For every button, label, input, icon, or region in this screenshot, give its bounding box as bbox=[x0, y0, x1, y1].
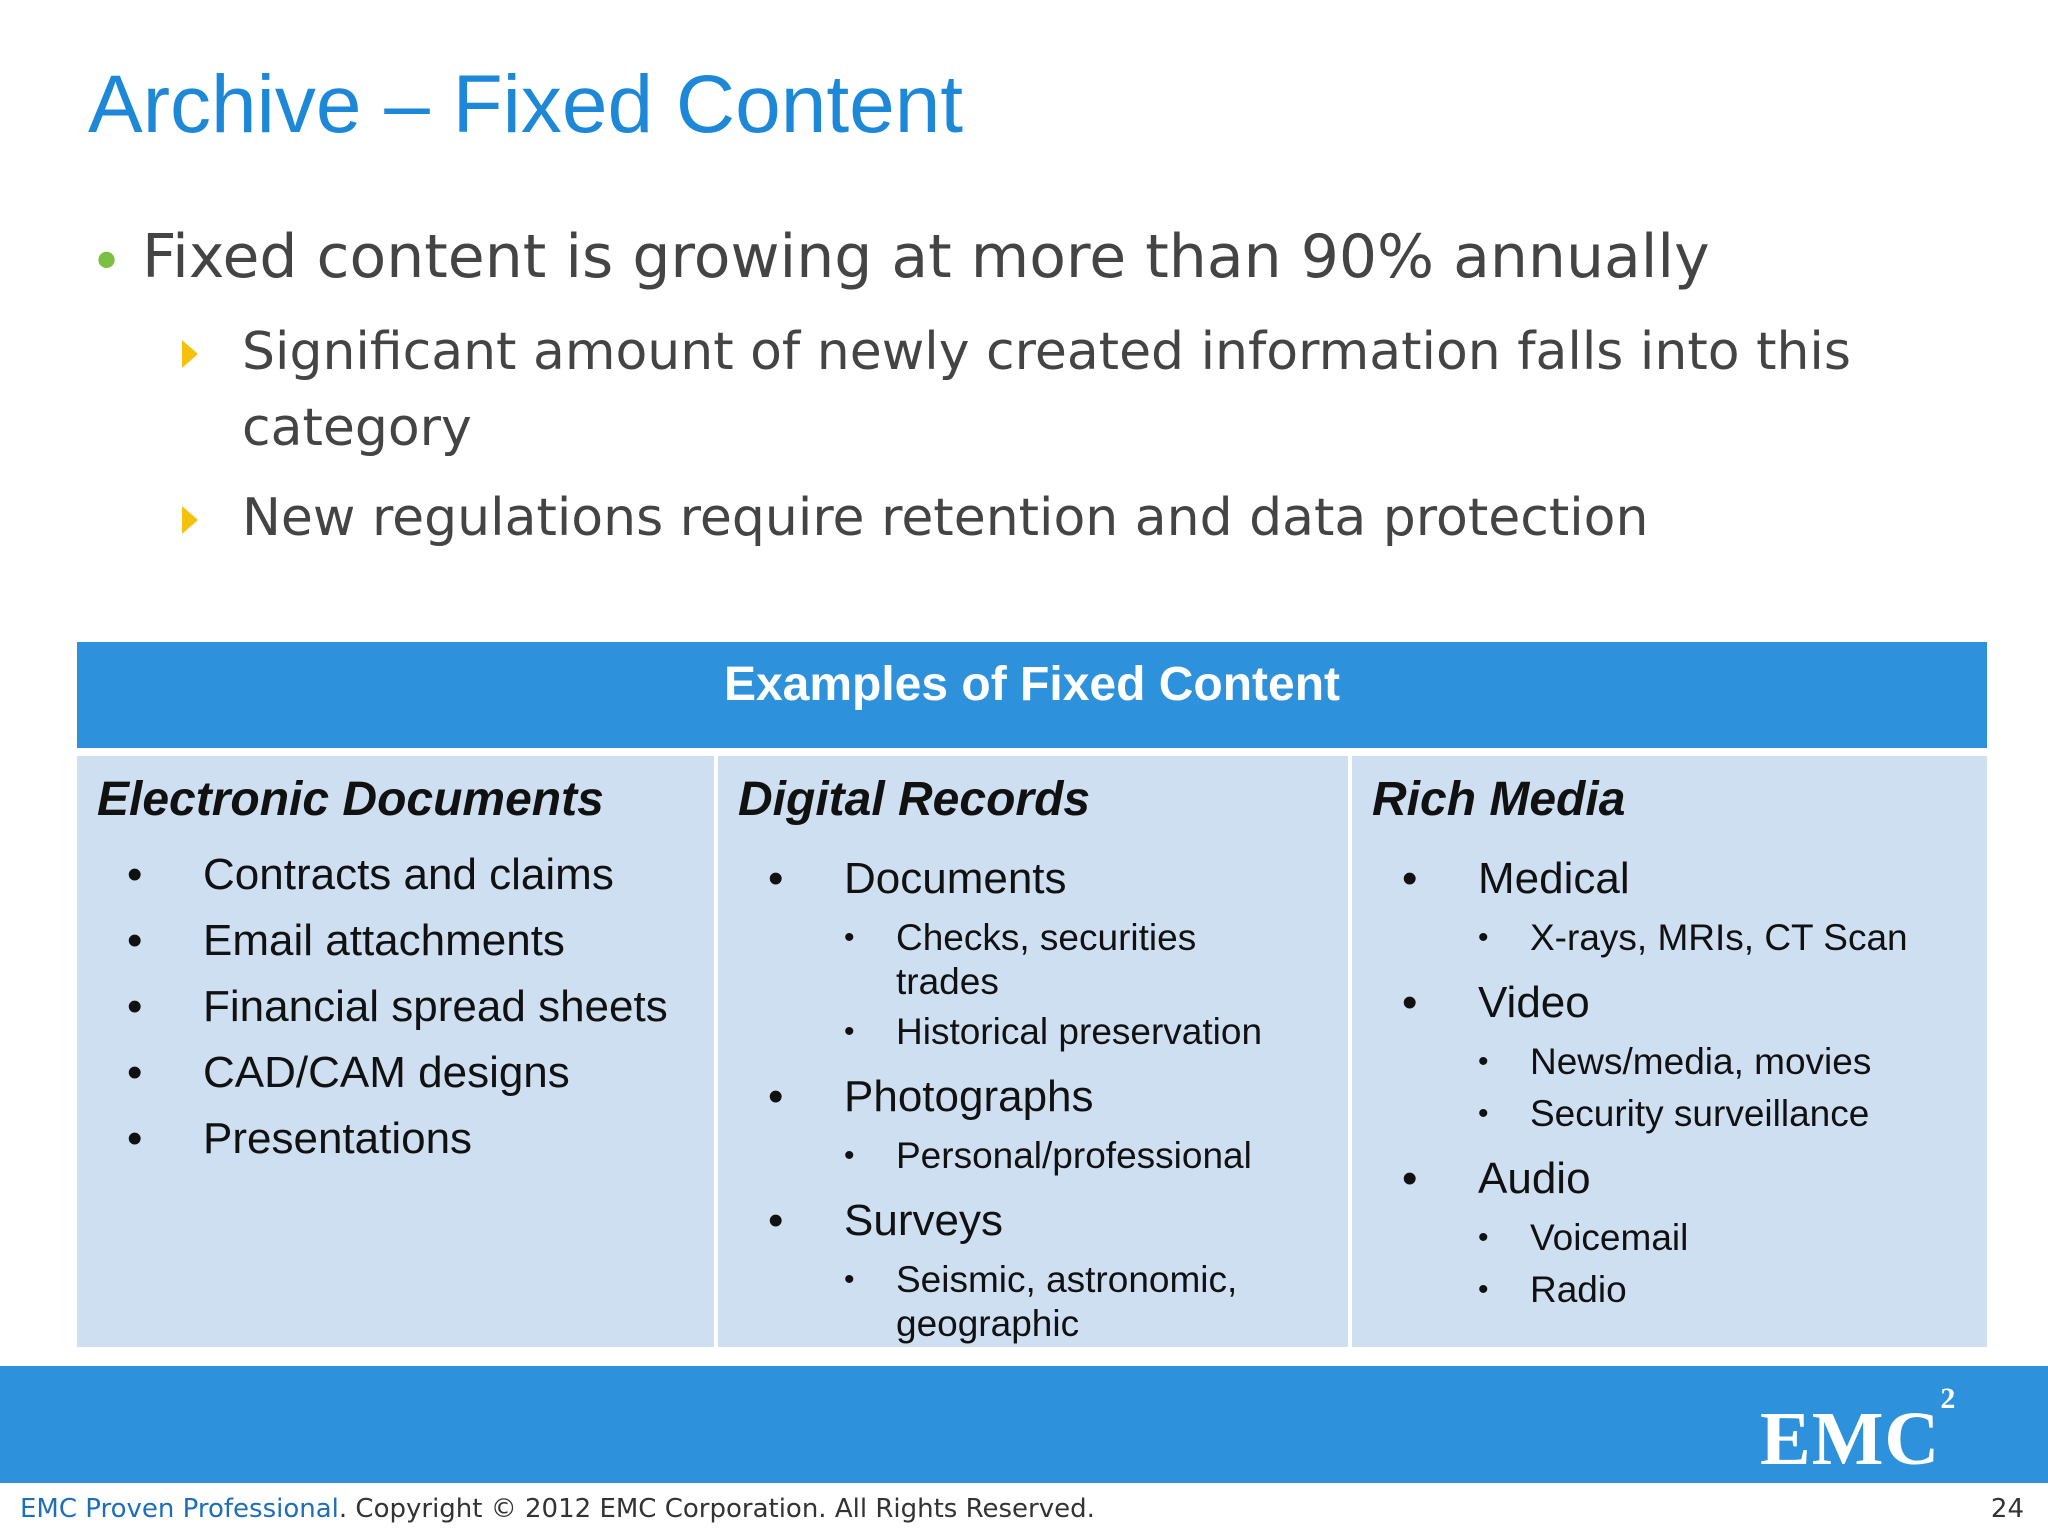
bullet-icon: • bbox=[127, 850, 143, 899]
item-text: Documents bbox=[844, 854, 1067, 903]
slide-title: Archive – Fixed Content bbox=[88, 59, 964, 150]
subitem-text: Voicemail bbox=[1530, 1217, 1689, 1258]
item-text: Email attachments bbox=[203, 916, 565, 965]
bullet-icon: • bbox=[1478, 1097, 1489, 1130]
bullet-icon: • bbox=[1402, 978, 1418, 1027]
footer-band bbox=[0, 1366, 2048, 1483]
sub-bullet-text: Significant amount of newly created info… bbox=[242, 322, 1851, 458]
item-text: CAD/CAM designs bbox=[203, 1048, 570, 1097]
item-text: Photographs bbox=[844, 1072, 1094, 1121]
bullet-icon: • bbox=[844, 921, 855, 954]
logo-superscript: 2 bbox=[1940, 1381, 1957, 1415]
subitem-text: Checks, securities trades bbox=[896, 917, 1197, 1002]
bullet-icon: • bbox=[768, 1196, 784, 1245]
item-text: Surveys bbox=[844, 1196, 1003, 1245]
bullet-icon: • bbox=[768, 854, 784, 903]
bullet-icon: • bbox=[1478, 921, 1489, 954]
bullet-dot-icon: • bbox=[90, 230, 124, 295]
footer-copyright: EMC Proven Professional. Copyright © 201… bbox=[20, 1494, 1095, 1524]
item-text: Audio bbox=[1478, 1154, 1591, 1203]
copyright-text: . Copyright © 2012 EMC Corporation. All … bbox=[338, 1494, 1095, 1524]
page-number: 24 bbox=[1990, 1494, 2024, 1524]
bullet-icon: • bbox=[1478, 1273, 1489, 1306]
subitem-text: News/media, movies bbox=[1530, 1041, 1872, 1082]
bullet-icon: • bbox=[127, 982, 143, 1031]
bullet-icon: • bbox=[127, 916, 143, 965]
sub-bullet-text: New regulations require retention and da… bbox=[242, 488, 1649, 548]
emc-logo: EMC2 bbox=[1760, 1382, 1956, 1483]
bullet-icon: • bbox=[768, 1072, 784, 1121]
column-heading: Digital Records bbox=[738, 773, 1091, 826]
item-text: Medical bbox=[1478, 854, 1630, 903]
item-text: Presentations bbox=[203, 1114, 473, 1163]
bullet-icon: • bbox=[127, 1048, 143, 1097]
item-text: Video bbox=[1478, 978, 1590, 1027]
column-heading: Rich Media bbox=[1372, 773, 1626, 826]
bullet-icon: • bbox=[844, 1015, 855, 1048]
bullet-icon: • bbox=[127, 1114, 143, 1163]
subitem-text: Historical preservation bbox=[896, 1011, 1263, 1052]
column-heading: Electronic Documents bbox=[97, 773, 604, 826]
bullet-icon: • bbox=[1478, 1221, 1489, 1254]
arrow-bullet-icon bbox=[182, 340, 198, 368]
column-rich-media: Rich Media • Medical • X-rays, MRIs, CT … bbox=[1352, 756, 1987, 1347]
subitem-text: Seismic, astronomic, geographic bbox=[896, 1259, 1238, 1344]
bullet-icon: • bbox=[844, 1263, 855, 1296]
subitem-text: Security surveillance bbox=[1530, 1093, 1870, 1134]
bullet-icon: • bbox=[844, 1139, 855, 1172]
fixed-content-table: Examples of Fixed Content Electronic Doc… bbox=[77, 642, 1987, 1347]
footer-brand: EMC Proven Professional bbox=[20, 1494, 339, 1524]
subitem-text: Radio bbox=[1530, 1269, 1627, 1310]
subitem-text: X-rays, MRIs, CT Scan bbox=[1530, 917, 1908, 958]
bullet-icon: • bbox=[1478, 1045, 1489, 1078]
column-electronic-documents: Electronic Documents • Contracts and cla… bbox=[77, 756, 714, 1347]
arrow-bullet-icon bbox=[182, 506, 198, 534]
item-text: Contracts and claims bbox=[203, 850, 614, 899]
column-digital-records: Digital Records • Documents • Checks, se… bbox=[718, 756, 1348, 1347]
item-text: Financial spread sheets bbox=[203, 982, 668, 1031]
subitem-text: Personal/professional bbox=[896, 1135, 1252, 1176]
table-header: Examples of Fixed Content bbox=[77, 642, 1987, 748]
bullet-icon: • bbox=[1402, 1154, 1418, 1203]
bullet-icon: • bbox=[1402, 854, 1418, 903]
logo-text: EMC bbox=[1760, 1397, 1941, 1481]
main-bullet-text: Fixed content is growing at more than 90… bbox=[142, 222, 1710, 292]
